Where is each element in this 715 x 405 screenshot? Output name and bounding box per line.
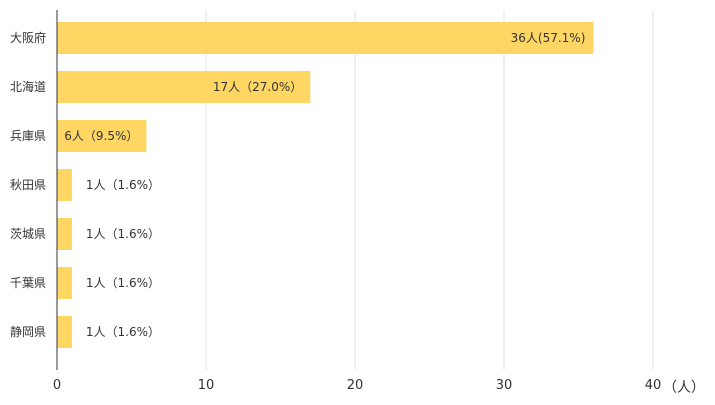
x-tick-label: 10 xyxy=(198,378,215,393)
grid-lines xyxy=(205,10,654,370)
bar xyxy=(57,267,72,299)
category-label: 北海道 xyxy=(10,79,46,94)
bar xyxy=(57,218,72,250)
bar xyxy=(57,22,594,54)
value-label: 36人(57.1%) xyxy=(511,31,586,45)
category-label: 茨城県 xyxy=(10,227,46,241)
bars xyxy=(57,22,594,348)
bar xyxy=(57,120,147,152)
value-label: 6人（9.5%） xyxy=(64,129,138,143)
category-label: 静岡県 xyxy=(10,325,46,339)
category-label: 秋田県 xyxy=(10,178,46,192)
category-label: 大阪府 xyxy=(10,30,46,45)
category-label: 兵庫県 xyxy=(10,129,46,143)
x-tick-labels: 0 10 20 30 40 xyxy=(53,378,661,393)
x-unit-label: （人） xyxy=(663,380,705,396)
x-tick-label: 20 xyxy=(347,378,364,393)
category-label: 千葉県 xyxy=(10,276,46,290)
bar xyxy=(57,71,311,103)
x-tick-label: 0 xyxy=(53,378,61,393)
bar xyxy=(57,169,72,201)
value-label: 1人（1.6%） xyxy=(86,227,160,241)
x-tick-label: 40 xyxy=(645,378,662,393)
value-label: 17人（27.0%） xyxy=(213,80,302,94)
x-tick-label: 30 xyxy=(496,378,513,393)
bar xyxy=(57,316,72,348)
value-label: 1人（1.6%） xyxy=(86,276,160,290)
value-label: 1人（1.6%） xyxy=(86,178,160,192)
value-labels: 36人(57.1%) 17人（27.0%） 6人（9.5%） 1人（1.6%） 1人（1… xyxy=(64,31,585,339)
value-label: 1人（1.6%） xyxy=(86,325,160,339)
